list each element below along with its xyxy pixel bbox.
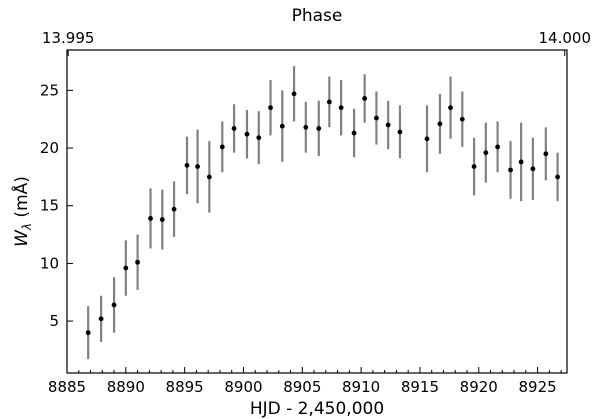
data-point	[303, 124, 309, 130]
data-point	[555, 174, 560, 180]
data-point	[135, 259, 140, 265]
data-point	[448, 105, 453, 111]
data-point	[148, 216, 153, 221]
data-point	[206, 174, 212, 180]
x-tick-label: 8915	[401, 378, 439, 396]
x-tick-label: 8925	[518, 378, 556, 396]
plot-frame	[66, 49, 568, 374]
x-tick-label: 8890	[107, 378, 145, 396]
data-point	[351, 130, 357, 136]
top-tick-label: 14.000	[539, 29, 592, 47]
data-point	[244, 131, 250, 137]
data-point	[543, 151, 549, 157]
data-point	[231, 126, 237, 131]
data-point	[316, 126, 322, 131]
data-point	[268, 105, 273, 111]
data-point	[495, 144, 500, 150]
data-point	[385, 122, 391, 128]
point-layer	[85, 91, 560, 336]
data-point	[338, 105, 344, 111]
x-tick-label: 8920	[460, 378, 498, 396]
data-point	[159, 217, 165, 222]
axes-layer: 8885 8890 8895 8900 8905 8910 8915 8920 8925 5 10 1…	[40, 29, 592, 396]
data-point	[530, 166, 536, 172]
data-point	[326, 99, 332, 105]
data-point	[471, 164, 477, 169]
data-point	[424, 136, 430, 142]
data-point	[459, 116, 465, 122]
data-point	[483, 150, 489, 156]
y-tick-label: 20	[40, 139, 59, 157]
data-point	[437, 121, 443, 127]
y-axis-title: Wλ (mÅ)	[10, 176, 34, 247]
data-point	[256, 135, 262, 141]
top-tick-label: 13.995	[42, 29, 95, 47]
data-point	[362, 96, 368, 101]
data-point	[98, 316, 104, 322]
x-axis-title: HJD - 2,450,000	[250, 399, 384, 419]
data-point	[111, 302, 117, 308]
x-tick-label: 8895	[166, 378, 204, 396]
errorbar-layer	[87, 66, 559, 360]
data-point	[195, 164, 200, 169]
x-tick-label: 8885	[48, 378, 86, 396]
data-point	[279, 123, 285, 129]
data-point	[171, 206, 177, 212]
data-point	[518, 159, 524, 165]
top-axis-title: Phase	[292, 6, 343, 26]
data-point	[508, 167, 513, 173]
y-tick-label: 10	[40, 254, 59, 272]
data-point	[184, 162, 190, 168]
y-tick-label: 5	[49, 312, 59, 330]
y-tick-label: 25	[40, 81, 59, 99]
y-tick-label: 15	[40, 197, 59, 215]
x-tick-label: 8900	[224, 378, 262, 396]
data-point	[219, 144, 225, 150]
data-point	[291, 91, 297, 97]
data-point	[374, 115, 379, 121]
x-tick-label: 8910	[342, 378, 380, 396]
data-point	[123, 265, 129, 271]
x-tick-label: 8905	[283, 378, 321, 396]
data-point	[397, 129, 403, 135]
data-point	[85, 330, 91, 336]
